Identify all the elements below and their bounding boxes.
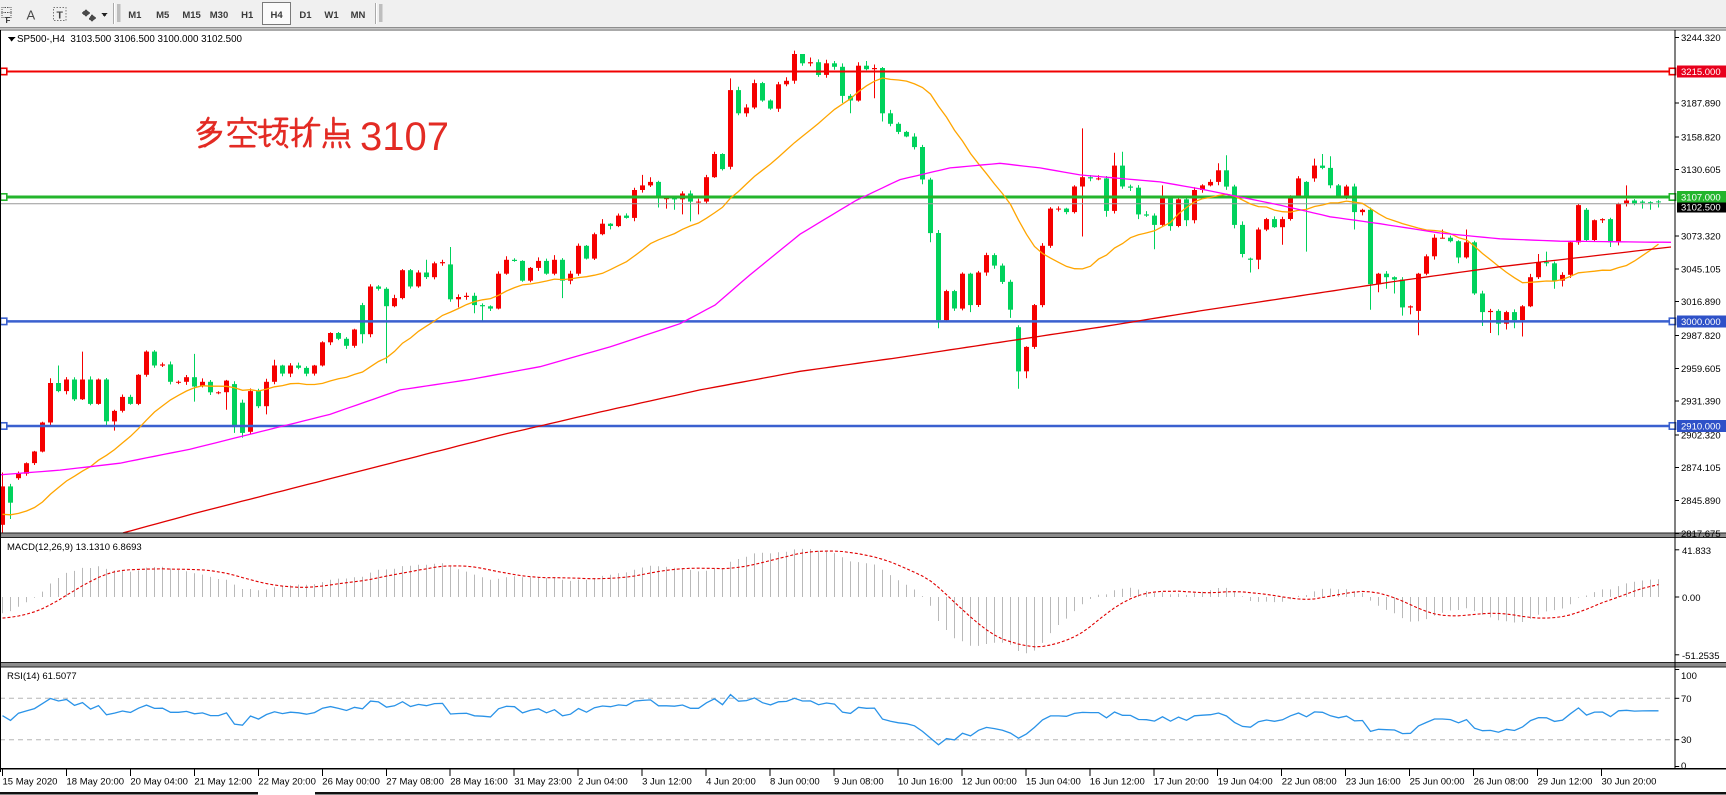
svg-text:M15: M15 bbox=[182, 10, 201, 21]
svg-text:3016.890: 3016.890 bbox=[1681, 297, 1721, 308]
svg-text:H1: H1 bbox=[241, 10, 254, 21]
svg-text:2 Jun 04:00: 2 Jun 04:00 bbox=[578, 777, 628, 788]
svg-text:30 Jun 20:00: 30 Jun 20:00 bbox=[1602, 777, 1657, 788]
svg-text:0: 0 bbox=[1681, 761, 1686, 772]
svg-text:H4: H4 bbox=[271, 10, 284, 21]
svg-text:MACD(12,26,9) 13.1310 6.8693: MACD(12,26,9) 13.1310 6.8693 bbox=[7, 542, 142, 553]
svg-text:31 May 23:00: 31 May 23:00 bbox=[514, 777, 572, 788]
svg-text:2987.820: 2987.820 bbox=[1681, 331, 1721, 342]
svg-text:12 Jun 00:00: 12 Jun 00:00 bbox=[962, 777, 1017, 788]
svg-text:2902.320: 2902.320 bbox=[1681, 430, 1721, 441]
svg-text:28 May 16:00: 28 May 16:00 bbox=[450, 777, 508, 788]
svg-text:21 May 12:00: 21 May 12:00 bbox=[194, 777, 252, 788]
svg-text:2817.675: 2817.675 bbox=[1681, 529, 1721, 540]
svg-text:30: 30 bbox=[1681, 735, 1692, 746]
svg-text:RSI(14) 61.5077: RSI(14) 61.5077 bbox=[7, 671, 77, 682]
svg-text:18 May 20:00: 18 May 20:00 bbox=[67, 777, 125, 788]
svg-text:2874.105: 2874.105 bbox=[1681, 463, 1721, 474]
svg-text:3244.320: 3244.320 bbox=[1681, 33, 1721, 44]
svg-text:3215.000: 3215.000 bbox=[1681, 67, 1721, 78]
svg-text:20 May 04:00: 20 May 04:00 bbox=[130, 777, 188, 788]
svg-text:W1: W1 bbox=[324, 10, 339, 21]
svg-text:M30: M30 bbox=[210, 10, 228, 21]
svg-text:3158.820: 3158.820 bbox=[1681, 132, 1721, 143]
svg-text:15 May 2020: 15 May 2020 bbox=[3, 777, 58, 788]
svg-text:3130.605: 3130.605 bbox=[1681, 165, 1721, 176]
svg-text:SP500-,H4 3103.500 3106.500 3: SP500-,H4 3103.500 3106.500 3100.000 310… bbox=[17, 34, 243, 45]
svg-text:100: 100 bbox=[1681, 671, 1697, 682]
svg-text:3045.105: 3045.105 bbox=[1681, 264, 1721, 275]
svg-text:2845.890: 2845.890 bbox=[1681, 496, 1721, 507]
svg-text:3073.320: 3073.320 bbox=[1681, 232, 1721, 243]
svg-text:26 Jun 08:00: 26 Jun 08:00 bbox=[1474, 777, 1529, 788]
svg-text:M1: M1 bbox=[128, 10, 142, 21]
svg-text:9 Jun 08:00: 9 Jun 08:00 bbox=[834, 777, 884, 788]
svg-text:A: A bbox=[27, 8, 36, 23]
svg-text:3187.890: 3187.890 bbox=[1681, 99, 1721, 110]
svg-text:10 Jun 16:00: 10 Jun 16:00 bbox=[898, 777, 953, 788]
svg-text:22 May 20:00: 22 May 20:00 bbox=[258, 777, 316, 788]
svg-text:41.833: 41.833 bbox=[1682, 546, 1711, 557]
svg-text:-51.2535: -51.2535 bbox=[1682, 651, 1720, 662]
svg-text:3102.500: 3102.500 bbox=[1681, 203, 1721, 214]
svg-text:15 Jun 04:00: 15 Jun 04:00 bbox=[1026, 777, 1081, 788]
svg-text:T: T bbox=[57, 10, 64, 22]
svg-text:3 Jun 12:00: 3 Jun 12:00 bbox=[642, 777, 692, 788]
svg-text:29 Jun 12:00: 29 Jun 12:00 bbox=[1538, 777, 1593, 788]
svg-text:3107.000: 3107.000 bbox=[1681, 193, 1721, 204]
svg-text:17 Jun 20:00: 17 Jun 20:00 bbox=[1154, 777, 1209, 788]
svg-text:D1: D1 bbox=[299, 10, 312, 21]
svg-text:M5: M5 bbox=[156, 10, 170, 21]
svg-text:0.00: 0.00 bbox=[1682, 593, 1701, 604]
svg-text:2910.000: 2910.000 bbox=[1681, 422, 1721, 433]
svg-text:2959.605: 2959.605 bbox=[1681, 364, 1721, 375]
svg-text:22 Jun 08:00: 22 Jun 08:00 bbox=[1282, 777, 1337, 788]
svg-text:3107: 3107 bbox=[360, 115, 449, 159]
svg-text:3000.000: 3000.000 bbox=[1681, 317, 1721, 328]
svg-text:MN: MN bbox=[351, 10, 366, 21]
svg-text:26 May 00:00: 26 May 00:00 bbox=[322, 777, 380, 788]
svg-text:16 Jun 12:00: 16 Jun 12:00 bbox=[1090, 777, 1145, 788]
svg-text:27 May 08:00: 27 May 08:00 bbox=[386, 777, 444, 788]
svg-text:2931.390: 2931.390 bbox=[1681, 397, 1721, 408]
svg-text:70: 70 bbox=[1681, 694, 1692, 705]
svg-text:F: F bbox=[6, 16, 11, 25]
svg-text:23 Jun 16:00: 23 Jun 16:00 bbox=[1346, 777, 1401, 788]
svg-text:19 Jun 04:00: 19 Jun 04:00 bbox=[1218, 777, 1273, 788]
svg-text:8 Jun 00:00: 8 Jun 00:00 bbox=[770, 777, 820, 788]
svg-text:4 Jun 20:00: 4 Jun 20:00 bbox=[706, 777, 756, 788]
svg-text:25 Jun 00:00: 25 Jun 00:00 bbox=[1410, 777, 1465, 788]
